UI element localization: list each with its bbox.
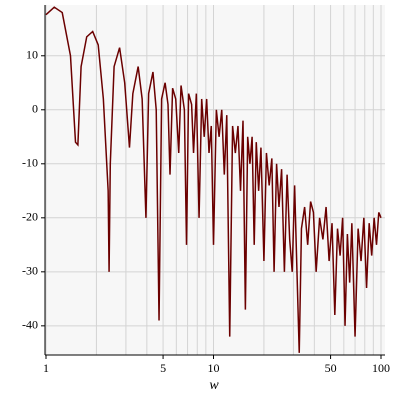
y-tick-label: 10 (26, 48, 38, 62)
x-axis-label: w (209, 378, 219, 393)
y-tick-label: 0 (32, 102, 38, 116)
x-tick-label: 100 (372, 361, 390, 375)
x-tick-label: 10 (208, 361, 220, 375)
y-tick-label: -30 (22, 264, 38, 278)
y-tick-label: -20 (22, 210, 38, 224)
x-tick-label: 5 (160, 361, 166, 375)
data-line (45, 6, 382, 353)
y-tick-label: -10 (22, 156, 38, 170)
x-tick-label: 50 (325, 361, 337, 375)
y-tick-label: -40 (22, 318, 38, 332)
x-tick-label: 1 (43, 361, 49, 375)
